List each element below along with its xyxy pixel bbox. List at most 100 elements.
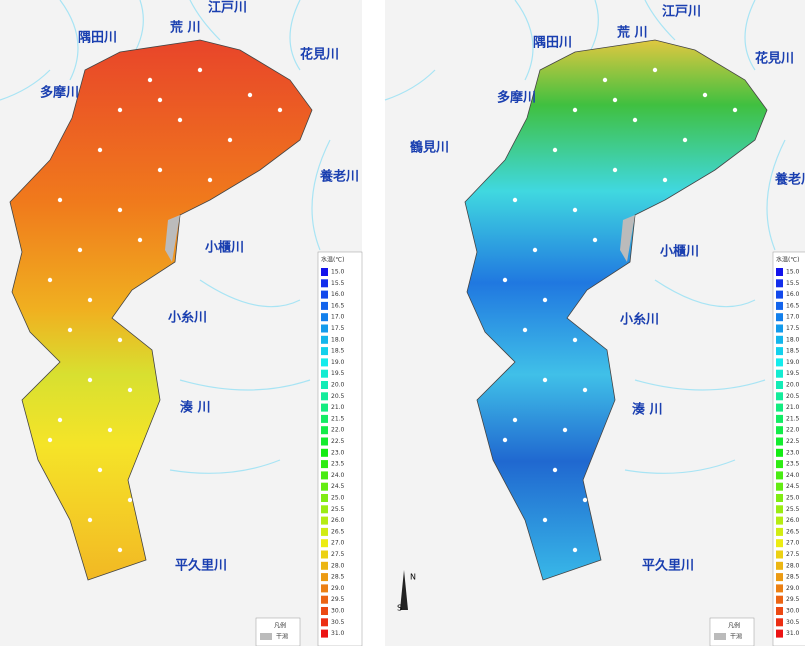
legend-value: 23.0	[331, 449, 345, 456]
survey-point	[612, 97, 618, 103]
legend-swatch	[321, 471, 328, 480]
survey-point	[572, 107, 578, 113]
legend-swatch	[321, 573, 328, 582]
compass-north: N	[410, 573, 416, 582]
legend-swatch	[321, 414, 328, 423]
legend-value: 29.0	[786, 585, 800, 592]
legend-swatch	[321, 426, 328, 435]
legend-swatch	[321, 358, 328, 367]
legend-swatch	[776, 437, 783, 446]
survey-point	[87, 297, 93, 303]
survey-point	[157, 97, 163, 103]
legend-swatch	[776, 527, 783, 536]
legend-value: 15.5	[786, 280, 800, 287]
river-label: 多摩川	[40, 85, 79, 101]
survey-point	[57, 197, 63, 203]
legend-swatch	[776, 539, 783, 548]
bay-map	[464, 39, 768, 581]
legend-swatch	[776, 561, 783, 570]
river-label: 養老川	[319, 169, 359, 185]
legend-value: 19.0	[786, 359, 800, 366]
survey-point	[47, 277, 53, 283]
water-temperature-area	[464, 39, 768, 581]
river-label: 小櫃川	[660, 244, 699, 260]
legend-value: 22.0	[331, 427, 345, 434]
legend-value: 20.5	[331, 393, 345, 400]
survey-point	[127, 497, 133, 503]
legend-title: 水温(℃)	[321, 256, 344, 264]
legend-value: 29.5	[786, 596, 800, 603]
legend-swatch	[776, 301, 783, 310]
legend-value: 21.0	[331, 404, 345, 411]
key-swatch	[714, 633, 726, 640]
legend-value: 20.0	[786, 382, 800, 389]
legend-value: 25.0	[331, 495, 345, 502]
north-arrow	[400, 570, 408, 610]
river-label: 花見川	[755, 51, 794, 67]
legend-value: 24.0	[786, 472, 800, 479]
legend-value: 18.0	[786, 336, 800, 343]
river-label: 荒 川	[616, 25, 648, 41]
legend-swatch	[321, 335, 328, 344]
legend-value: 19.0	[331, 359, 345, 366]
key-swatch	[260, 633, 272, 640]
legend-swatch	[776, 618, 783, 627]
legend-swatch	[776, 290, 783, 299]
river-label: 養老川	[774, 172, 805, 188]
legend-value: 22.5	[786, 438, 800, 445]
survey-point	[582, 497, 588, 503]
survey-point	[512, 197, 518, 203]
river-label: 湊 川	[180, 400, 211, 416]
survey-point	[117, 337, 123, 343]
survey-point	[522, 327, 528, 333]
legend-swatch	[776, 629, 783, 638]
legend-value: 23.5	[786, 461, 800, 468]
legend-value: 17.5	[331, 325, 345, 332]
legend-swatch	[321, 301, 328, 310]
legend-swatch	[321, 347, 328, 356]
legend-value: 27.0	[786, 540, 800, 547]
legend-value: 27.5	[331, 551, 345, 558]
legend-value: 23.0	[786, 449, 800, 456]
legend-title: 水温(℃)	[776, 256, 799, 264]
legend-swatch	[321, 268, 328, 276]
legend-value: 31.0	[786, 630, 800, 637]
river-label: 小櫃川	[205, 240, 244, 256]
survey-point	[77, 247, 83, 253]
legend-value: 29.5	[331, 596, 345, 603]
legend-swatch	[776, 471, 783, 480]
legend-swatch	[776, 550, 783, 559]
legend-swatch	[321, 313, 328, 322]
legend-swatch	[321, 279, 328, 288]
legend-swatch	[321, 392, 328, 401]
key-title: 凡例	[274, 622, 286, 630]
legend-value: 25.5	[786, 506, 800, 513]
survey-point	[542, 297, 548, 303]
legend-swatch	[321, 403, 328, 412]
key-item: 干潟	[276, 633, 288, 641]
legend-value: 20.5	[786, 393, 800, 400]
river-label: 小糸川	[620, 312, 659, 328]
tidal-flat	[165, 215, 180, 262]
legend-swatch	[321, 584, 328, 593]
key-box	[255, 617, 301, 647]
river-label: 隅田川	[78, 31, 117, 46]
survey-point	[97, 147, 103, 153]
survey-point	[592, 237, 598, 243]
legend-value: 31.0	[331, 630, 345, 637]
legend-value: 22.5	[331, 438, 345, 445]
legend-swatch	[321, 527, 328, 536]
survey-point	[117, 547, 123, 553]
legend-swatch	[321, 460, 328, 469]
survey-point	[572, 547, 578, 553]
legend-swatch	[321, 369, 328, 378]
legend-value: 28.0	[786, 562, 800, 569]
legend-swatch	[321, 618, 328, 627]
legend-value: 29.0	[331, 585, 345, 592]
survey-point	[502, 277, 508, 283]
legend-swatch	[321, 290, 328, 299]
legend-swatch	[776, 381, 783, 389]
tidal-flat	[620, 215, 635, 262]
river-label: 平久里川	[175, 558, 227, 574]
legend-swatch	[321, 607, 328, 615]
